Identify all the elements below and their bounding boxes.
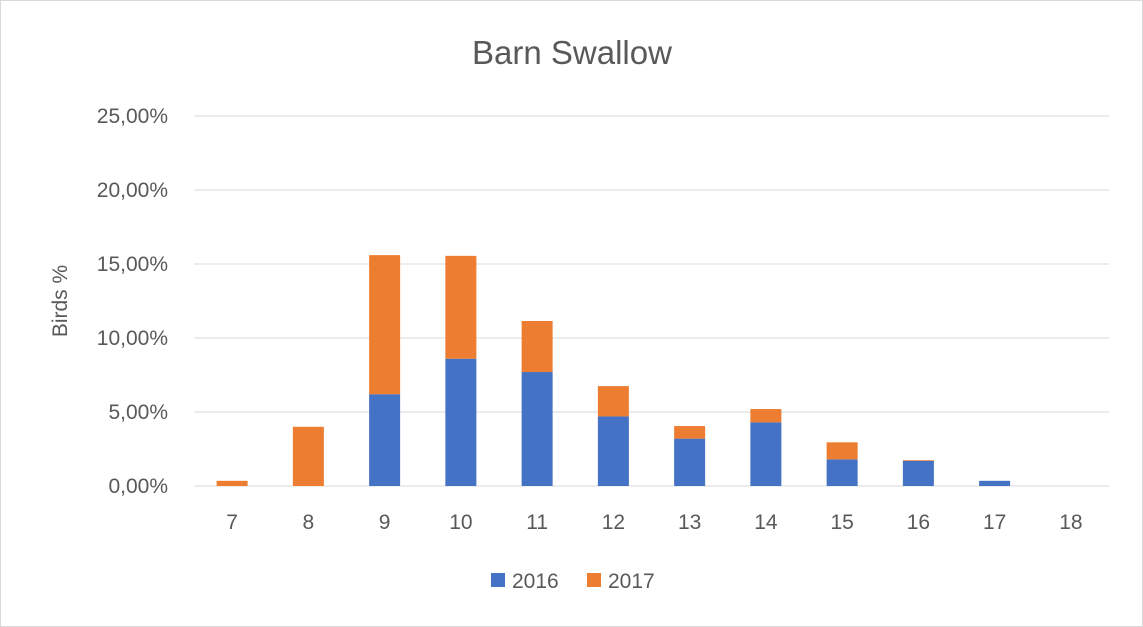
y-tick-label: 20,00% — [97, 179, 168, 202]
bar-2017-12 — [597, 386, 629, 417]
chart-title: Barn Swallow — [472, 34, 672, 71]
y-tick-label: 0,00% — [108, 475, 168, 498]
x-tick-label: 8 — [303, 511, 315, 534]
bar-2017-9 — [369, 255, 401, 395]
y-axis-title: Birds % — [49, 265, 72, 337]
x-tick-label: 10 — [449, 511, 472, 534]
bar-2017-11 — [521, 320, 553, 373]
x-tick-label: 7 — [226, 511, 238, 534]
bar-2016-17 — [979, 480, 1011, 486]
y-tick-label: 10,00% — [97, 327, 168, 350]
bar-2016-11 — [521, 372, 553, 486]
bar-2017-8 — [292, 426, 324, 486]
bar-2017-15 — [826, 442, 858, 460]
y-tick-label: 15,00% — [97, 253, 168, 276]
x-tick-label: 15 — [830, 511, 853, 534]
bar-2016-13 — [674, 438, 706, 486]
bar-2016-14 — [750, 422, 782, 486]
bar-2017-7 — [216, 480, 248, 486]
x-tick-label: 14 — [754, 511, 778, 534]
x-tick-label: 16 — [907, 511, 930, 534]
bar-2016-15 — [826, 459, 858, 486]
legend: 2016 2017 — [491, 570, 655, 593]
x-axis-ticks: 7 8 9 10 11 12 13 14 15 16 17 18 — [226, 511, 1082, 534]
bar-2017-14 — [750, 409, 782, 423]
x-tick-label: 13 — [678, 511, 701, 534]
y-axis-ticks: 0,00% 5,00% 10,00% 15,00% 20,00% 25,00% — [97, 105, 168, 498]
x-tick-label: 18 — [1059, 511, 1082, 534]
gridlines — [194, 115, 1109, 487]
legend-label-2017: 2017 — [608, 570, 655, 593]
legend-label-2016: 2016 — [512, 570, 559, 593]
bar-2017-10 — [445, 255, 477, 359]
y-tick-label: 5,00% — [108, 401, 168, 424]
bars — [216, 255, 1011, 486]
bar-2017-16 — [902, 460, 934, 461]
y-tick-label: 25,00% — [97, 105, 168, 128]
x-tick-label: 12 — [602, 511, 625, 534]
bar-2017-13 — [674, 426, 706, 439]
bar-2016-16 — [902, 460, 934, 486]
bar-2016-12 — [597, 416, 629, 486]
x-tick-label: 9 — [379, 511, 391, 534]
legend-swatch-2016 — [491, 573, 505, 587]
x-tick-label: 17 — [983, 511, 1006, 534]
bar-2016-10 — [445, 358, 477, 486]
bar-2016-9 — [369, 394, 401, 486]
legend-swatch-2017 — [587, 573, 601, 587]
x-tick-label: 11 — [526, 511, 548, 534]
